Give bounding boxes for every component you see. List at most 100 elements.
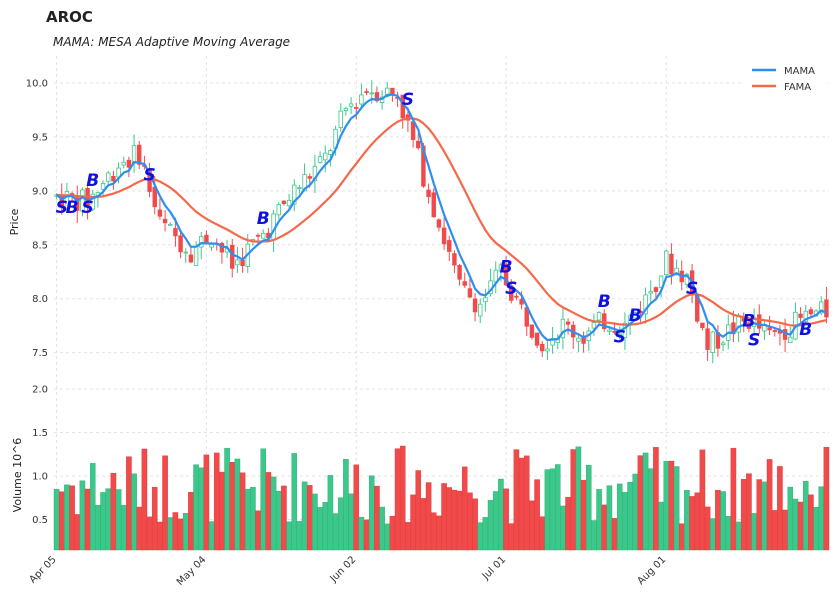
candle-body [286, 199, 292, 207]
candle-body [168, 223, 173, 226]
candle-body [457, 265, 462, 280]
mama-line [55, 93, 827, 342]
volume-bar [64, 484, 70, 551]
volume-bar [229, 462, 236, 551]
candle-body [441, 227, 447, 245]
volume-bar [255, 510, 261, 551]
candle-body [354, 107, 359, 109]
candle-body [328, 150, 333, 155]
candle-body [710, 331, 715, 353]
price-y-ticks: 7.5 8.0 8.5 9.0 9.5 10.0 [26, 78, 48, 359]
candle-body [720, 342, 726, 346]
volume-bar [151, 486, 158, 551]
volume-bar [637, 455, 644, 551]
volume-bar [611, 518, 618, 551]
candle-body [633, 312, 638, 319]
candle-body [390, 87, 395, 95]
candle-body [364, 91, 369, 93]
x-tick-label: Aug 01 [636, 554, 669, 587]
volume-bar [441, 483, 447, 551]
volume-bar [167, 517, 174, 551]
volume-bar [436, 515, 442, 551]
candle-body [312, 165, 318, 182]
volume-bar [384, 523, 391, 551]
volume-bar [704, 506, 711, 551]
volume-bar [131, 473, 137, 551]
candle-body [343, 107, 349, 112]
volume-bar [539, 516, 546, 551]
chart-subtitle: MAMA: MESA Adaptive Moving Average [53, 35, 291, 49]
volume-bar [601, 504, 608, 551]
candle-body [64, 190, 70, 210]
volume-bar [198, 467, 205, 551]
volume-bar [162, 455, 168, 551]
volume-bar [808, 494, 814, 551]
ma-lines [55, 93, 827, 342]
legend: MAMA FAMA [744, 58, 826, 98]
candle-body [772, 330, 777, 332]
candle-body [767, 327, 772, 331]
volume-bar [446, 487, 453, 551]
volume-bar [110, 473, 117, 551]
sell-signal-marker: S [505, 279, 517, 299]
candle-body [317, 156, 323, 163]
volume-bar [560, 505, 566, 551]
candle-body [178, 235, 183, 253]
candle-body [534, 332, 540, 346]
candle-body [235, 259, 240, 266]
volume-bar [89, 463, 96, 551]
candle-body [131, 145, 137, 164]
volume-bar [58, 491, 65, 551]
candle-body [658, 275, 664, 288]
candle-body [612, 330, 617, 333]
volume-bar [343, 458, 349, 551]
volume-bar [456, 490, 463, 551]
candle-body [529, 324, 535, 338]
volume-bar [694, 492, 701, 551]
price-y-axis-label: Price [8, 208, 21, 235]
volume-bar [84, 488, 91, 551]
volume-bar [348, 493, 354, 551]
volume-bar [787, 486, 794, 551]
candle-body [255, 234, 261, 237]
volume-bar [219, 471, 225, 551]
volume-bar [725, 516, 732, 551]
volume-bar [508, 523, 515, 551]
buy-signal-marker: B [799, 320, 812, 340]
volume-bar [105, 488, 112, 551]
price-y-tick-label: 9.0 [32, 186, 48, 197]
price-y-tick-label: 8.5 [32, 240, 48, 251]
fama-line [56, 117, 827, 327]
volume-bar [141, 448, 148, 551]
candle-body [803, 310, 808, 322]
volume-bar [234, 458, 241, 551]
volume-bar [410, 494, 416, 551]
volume-bar [549, 468, 556, 551]
volume-bar [709, 518, 716, 551]
volume-bar [296, 521, 303, 551]
volume-bar [146, 516, 153, 551]
price-y-tick-label: 9.5 [32, 132, 48, 143]
candle-body [111, 175, 116, 182]
volume-bars [53, 445, 830, 551]
volume-bar [420, 498, 427, 551]
volume-bar [126, 456, 132, 551]
candle-body [385, 87, 390, 97]
candle-body [700, 322, 705, 328]
candle-body [447, 240, 452, 252]
buy-signal-marker: B [598, 292, 611, 312]
candle-body [472, 298, 478, 313]
volume-label-text: Volume [11, 471, 24, 512]
volume-bar [353, 464, 360, 551]
volume-bar [513, 449, 520, 551]
candle-body [788, 336, 793, 344]
sell-signal-marker: S [686, 279, 698, 299]
buy-signal-marker: B [257, 209, 270, 229]
volume-bar [172, 512, 179, 551]
candle-body [664, 250, 669, 275]
volume-bar [115, 489, 122, 551]
volume-bar [782, 509, 788, 551]
candle-body [75, 197, 80, 211]
candle-body [147, 170, 152, 192]
